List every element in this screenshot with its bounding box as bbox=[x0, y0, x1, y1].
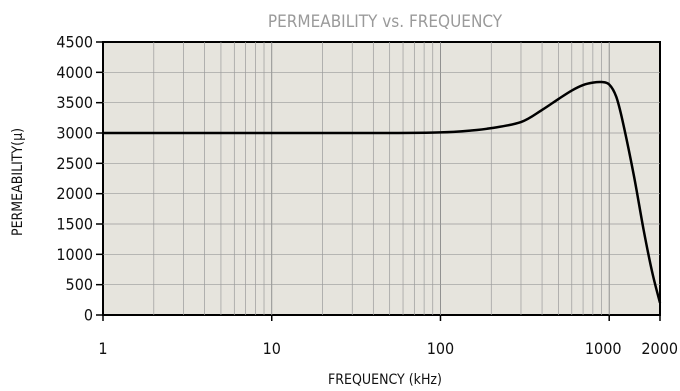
x-tick-label: 1000 bbox=[585, 339, 622, 358]
x-tick-label: 2000 bbox=[641, 339, 678, 358]
grid bbox=[103, 42, 660, 315]
x-tick-label: 100 bbox=[427, 339, 454, 358]
y-tick-label: 500 bbox=[66, 275, 93, 294]
y-tick-label: 4500 bbox=[56, 33, 93, 52]
x-tick-labels: 1 10 100 1000 2000 bbox=[98, 339, 678, 358]
y-tick-label: 3000 bbox=[56, 124, 93, 143]
x-tick-label: 1 bbox=[98, 339, 107, 358]
y-tick-labels: 0 500 1000 1500 2000 2500 3000 3500 4000 4500 bbox=[56, 33, 93, 325]
y-tick-label: 1000 bbox=[56, 245, 93, 264]
x-tick-label: 10 bbox=[263, 339, 281, 358]
y-tick-label: 0 bbox=[84, 306, 93, 325]
plot-area bbox=[102, 41, 661, 316]
tick-marks bbox=[96, 41, 661, 321]
y-axis-label: PERMEABILITY(µ) bbox=[10, 128, 26, 236]
y-tick-label: 1500 bbox=[56, 215, 93, 234]
y-tick-label: 3500 bbox=[56, 93, 93, 112]
chart-title: PERMEABILITY vs. FREQUENCY bbox=[268, 12, 503, 32]
y-tick-label: 2000 bbox=[56, 184, 93, 203]
y-tick-label: 4000 bbox=[56, 63, 93, 82]
x-axis-label: FREQUENCY (kHz) bbox=[328, 372, 442, 388]
y-tick-label: 2500 bbox=[56, 154, 93, 173]
series-line bbox=[103, 80, 662, 304]
